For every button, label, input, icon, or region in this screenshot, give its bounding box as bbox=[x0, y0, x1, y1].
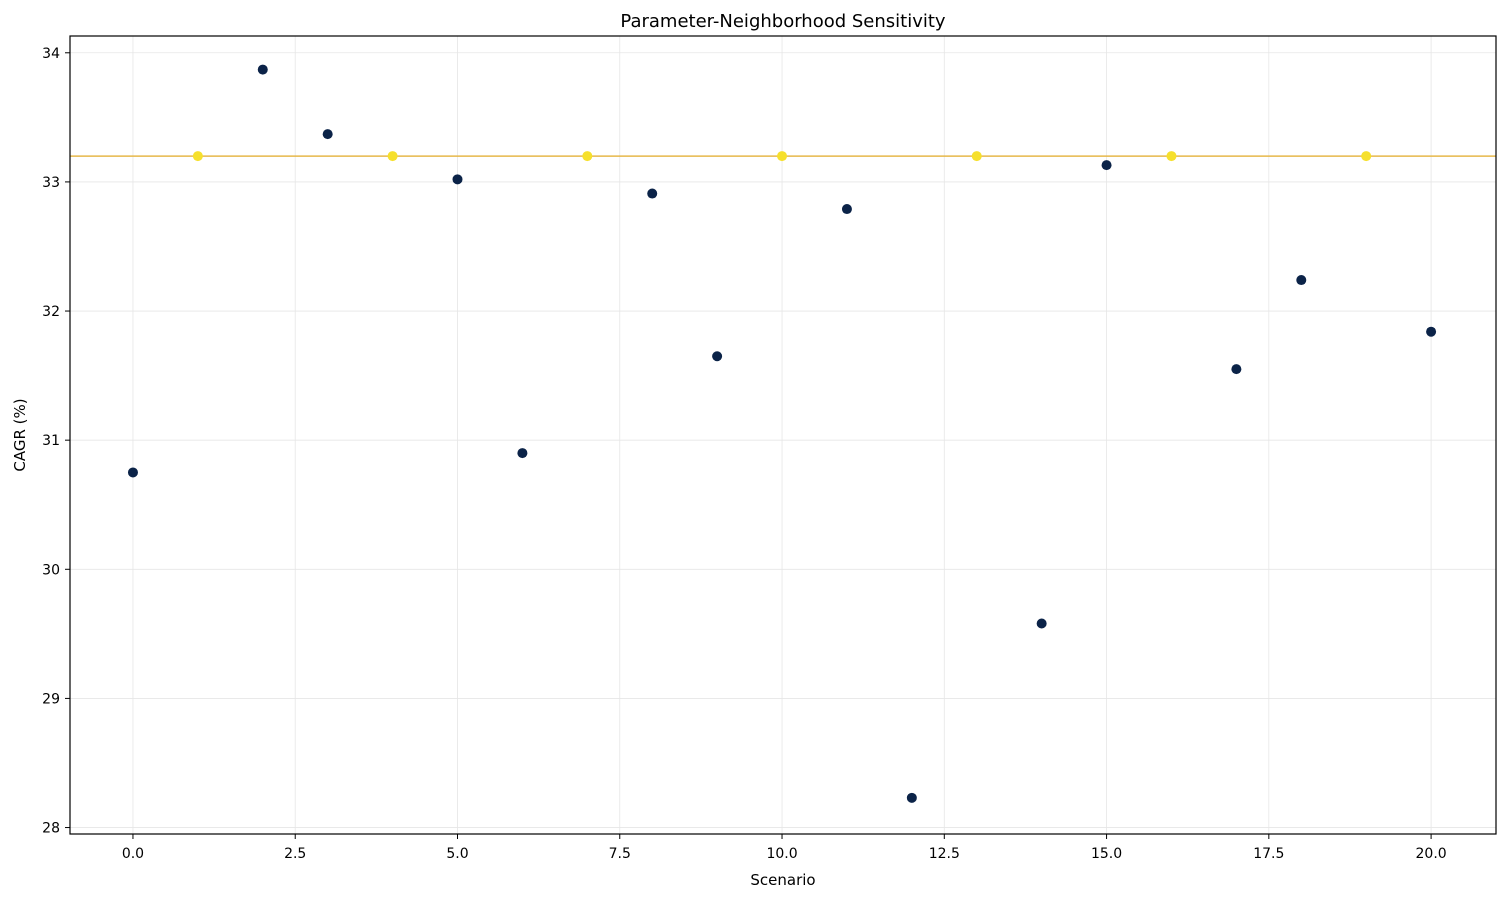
x-tick-label: 2.5 bbox=[284, 846, 306, 862]
scatter-point bbox=[712, 351, 723, 362]
scatter-point bbox=[582, 151, 593, 162]
scatter-point bbox=[1361, 151, 1372, 162]
y-axis-ticks: 28 29 30 31 32 33 34 bbox=[42, 46, 70, 837]
scatter-point bbox=[1296, 275, 1307, 286]
x-tick-label: 5.0 bbox=[446, 846, 468, 862]
y-tick-label: 28 bbox=[42, 821, 60, 837]
y-tick-label: 30 bbox=[42, 562, 60, 578]
scatter-point bbox=[1036, 618, 1047, 629]
scatter-point bbox=[1166, 151, 1177, 162]
y-axis-label: CAGR (%) bbox=[11, 398, 29, 471]
y-tick-label: 32 bbox=[42, 304, 60, 320]
y-tick-label: 33 bbox=[42, 175, 60, 191]
x-tick-label: 20.0 bbox=[1416, 846, 1447, 862]
x-axis-label: Scenario bbox=[750, 871, 815, 889]
x-tick-label: 0.0 bbox=[122, 846, 144, 862]
data-points bbox=[127, 64, 1437, 803]
x-axis-ticks: 0.0 2.5 5.0 7.5 10.0 12.5 15.0 17.5 20.0 bbox=[122, 834, 1447, 862]
scatter-point bbox=[1426, 326, 1437, 337]
scatter-point bbox=[647, 188, 658, 199]
plot-frame bbox=[69, 35, 1497, 835]
x-tick-label: 7.5 bbox=[609, 846, 631, 862]
scatter-point bbox=[971, 151, 982, 162]
scatter-point bbox=[257, 64, 268, 75]
grid-lines bbox=[70, 36, 1496, 834]
scatter-point bbox=[777, 151, 788, 162]
scatter-point bbox=[906, 792, 917, 803]
y-tick-label: 34 bbox=[42, 46, 60, 62]
y-tick-label: 29 bbox=[42, 691, 60, 707]
scatter-point bbox=[1101, 160, 1112, 171]
scatter-point bbox=[452, 174, 463, 185]
y-tick-label: 31 bbox=[42, 433, 60, 449]
x-tick-label: 10.0 bbox=[766, 846, 797, 862]
scatter-point bbox=[841, 204, 852, 215]
scatter-point bbox=[192, 151, 203, 162]
x-tick-label: 17.5 bbox=[1253, 846, 1284, 862]
scatter-point bbox=[322, 129, 333, 140]
scatter-point bbox=[1231, 364, 1242, 375]
chart-title: Parameter-Neighborhood Sensitivity bbox=[620, 11, 946, 32]
x-tick-label: 15.0 bbox=[1091, 846, 1122, 862]
scatter-point bbox=[517, 448, 528, 459]
scatter-point bbox=[127, 467, 138, 478]
x-tick-label: 12.5 bbox=[929, 846, 960, 862]
scatter-point bbox=[387, 151, 398, 162]
